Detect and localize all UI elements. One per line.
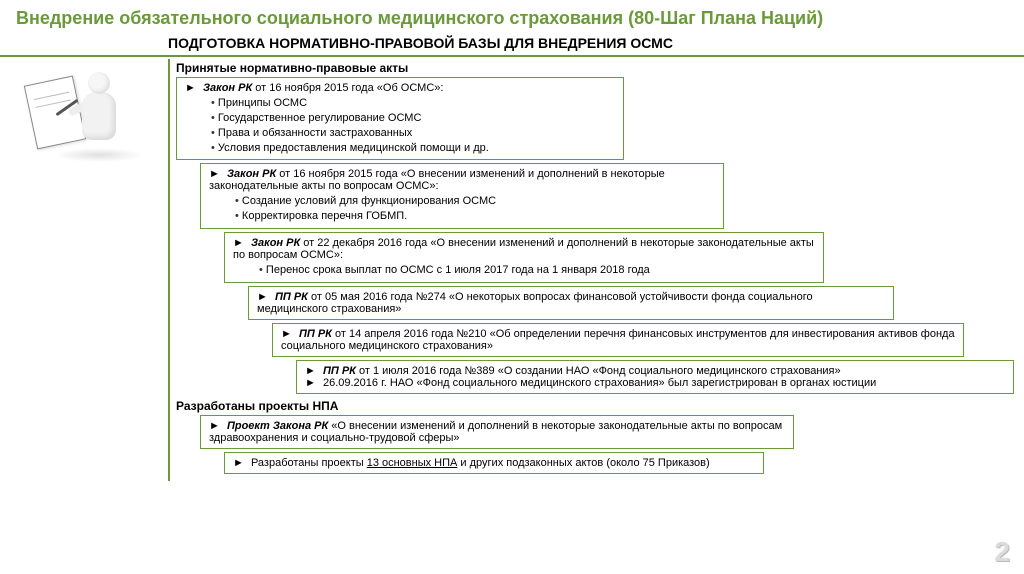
list-item: Принципы ОСМС — [211, 96, 615, 111]
box-rest: от 14 апреля 2016 года №210 «Об определе… — [281, 328, 955, 352]
box-rest: от 05 мая 2016 года №274 «О некоторых во… — [257, 291, 813, 315]
box-title: Закон РК — [227, 168, 276, 180]
arrow-icon: ► — [257, 291, 268, 303]
arrow-icon: ► — [233, 457, 244, 469]
box-line: ► Закон РК от 16 ноября 2015 года «Об ОС… — [185, 82, 615, 94]
list-item: Корректировка перечня ГОБМП. — [235, 209, 715, 224]
arrow-icon: ► — [305, 377, 316, 389]
section-heading-adopted: Принятые нормативно-правовые акты — [170, 59, 1024, 77]
arrow-icon: ► — [209, 168, 220, 180]
box-line: ► ПП РК от 1 июля 2016 года №389 «О созд… — [305, 365, 1005, 377]
box-post: и других подзаконных актов (около 75 При… — [457, 457, 709, 469]
bullet-list: Принципы ОСМС Государственное регулирова… — [185, 96, 615, 155]
box-title: ПП РК — [323, 365, 356, 377]
list-item: Перенос срока выплат по ОСМС с 1 июля 20… — [259, 263, 815, 278]
list-item: Условия предоставления медицинской помощ… — [211, 141, 615, 156]
box-line: ► Закон РК от 16 ноября 2015 года «О вне… — [209, 168, 715, 192]
box-line: ► Закон РК от 22 декабря 2016 года «О вн… — [233, 237, 815, 261]
box-line2: 26.09.2016 г. НАО «Фонд социального меди… — [323, 377, 876, 389]
box-pre: Разработаны проекты — [251, 457, 367, 469]
law-box-3: ► Закон РК от 22 декабря 2016 года «О вн… — [224, 232, 824, 283]
arrow-icon: ► — [233, 237, 244, 249]
decree-box-6: ► ПП РК от 1 июля 2016 года №389 «О созд… — [296, 360, 1014, 394]
page-title: Внедрение обязательного социального меди… — [0, 0, 1024, 33]
list-item: Создание условий для функционирования ОС… — [235, 194, 715, 209]
page-number: 2 — [994, 536, 1010, 568]
box-rest: от 1 июля 2016 года №389 «О создании НАО… — [356, 365, 841, 377]
bullet-list: Перенос срока выплат по ОСМС с 1 июля 20… — [233, 263, 815, 278]
law-box-2: ► Закон РК от 16 ноября 2015 года «О вне… — [200, 163, 724, 229]
box-rest: от 22 декабря 2016 года «О внесении изме… — [233, 237, 814, 261]
bullet-list: Создание условий для функционирования ОС… — [209, 194, 715, 224]
box-title: Закон РК — [203, 82, 252, 94]
section-subtitle: ПОДГОТОВКА НОРМАТИВНО-ПРАВОВОЙ БАЗЫ ДЛЯ … — [0, 33, 1024, 57]
box-rest: от 16 ноября 2015 года «О внесении измен… — [209, 168, 665, 192]
box-title: ПП РК — [299, 328, 332, 340]
decree-box-5: ► ПП РК от 14 апреля 2016 года №210 «Об … — [272, 323, 964, 357]
content-column: Принятые нормативно-правовые акты ► Зако… — [168, 59, 1024, 481]
box-rest: от 16 ноября 2015 года «Об ОСМС»: — [252, 82, 443, 94]
decorative-figure — [30, 70, 140, 180]
draft-box-7: ► Проект Закона РК «О внесении изменений… — [200, 415, 794, 449]
arrow-icon: ► — [305, 365, 316, 377]
box-title: Закон РК — [251, 237, 300, 249]
arrow-icon: ► — [209, 420, 220, 432]
box-title: ПП РК — [275, 291, 308, 303]
list-item: Государственное регулирование ОСМС — [211, 111, 615, 126]
arrow-icon: ► — [185, 82, 196, 94]
law-box-1: ► Закон РК от 16 ноября 2015 года «Об ОС… — [176, 77, 624, 160]
list-item: Права и обязанности застрахованных — [211, 126, 615, 141]
box-line: ► 26.09.2016 г. НАО «Фонд социального ме… — [305, 377, 1005, 389]
decree-box-4: ► ПП РК от 05 мая 2016 года №274 «О неко… — [248, 286, 894, 320]
draft-box-8: ► Разработаны проекты 13 основных НПА и … — [224, 452, 764, 474]
box-underlined: 13 основных НПА — [367, 457, 458, 469]
box-title: Проект Закона РК — [227, 420, 328, 432]
arrow-icon: ► — [281, 328, 292, 340]
section-heading-drafts: Разработаны проекты НПА — [170, 397, 1024, 415]
